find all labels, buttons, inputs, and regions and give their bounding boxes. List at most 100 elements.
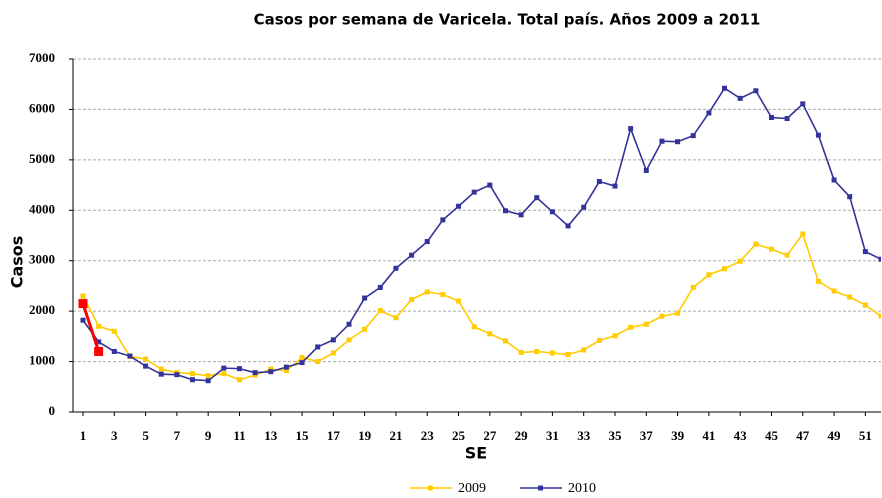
- point: [706, 272, 712, 278]
- point: [78, 299, 88, 309]
- point: [690, 284, 696, 290]
- legend-marker: [428, 485, 433, 491]
- x-tick-label: 31: [546, 428, 559, 443]
- y-tick-label: 0: [49, 403, 56, 418]
- point: [299, 360, 305, 366]
- series-line: [82, 232, 881, 381]
- point: [393, 265, 399, 271]
- point: [330, 350, 336, 356]
- x-tick-label: 41: [702, 428, 715, 443]
- point: [299, 355, 305, 361]
- point: [847, 294, 853, 300]
- point: [96, 323, 102, 329]
- plot-area: [78, 85, 881, 384]
- point: [628, 126, 634, 132]
- y-tick-label: 6000: [29, 100, 55, 115]
- x-tick-label: 1: [80, 428, 87, 443]
- point: [722, 266, 728, 272]
- point: [127, 353, 133, 359]
- point: [174, 372, 180, 378]
- point: [346, 321, 352, 327]
- point: [784, 116, 790, 122]
- point: [659, 313, 665, 319]
- point: [706, 110, 712, 116]
- x-tick-label: 27: [483, 428, 497, 443]
- point: [205, 373, 211, 379]
- series-line: [81, 303, 101, 352]
- x-tick-label: 19: [358, 428, 372, 443]
- point: [236, 366, 242, 372]
- x-tick-label: 13: [264, 428, 278, 443]
- y-tick-label: 4000: [29, 201, 55, 216]
- point: [456, 203, 462, 209]
- point: [236, 377, 242, 383]
- point: [534, 348, 540, 354]
- point: [424, 239, 430, 245]
- point: [330, 337, 336, 343]
- point: [753, 88, 759, 94]
- point: [518, 212, 524, 218]
- point: [362, 295, 368, 301]
- point: [143, 356, 149, 362]
- point: [94, 346, 104, 356]
- x-tick-label: 37: [640, 428, 654, 443]
- x-tick-label: 51: [859, 428, 872, 443]
- point: [190, 371, 196, 377]
- point: [815, 278, 821, 284]
- point: [596, 337, 602, 343]
- point: [143, 363, 149, 369]
- point: [581, 204, 587, 210]
- point: [612, 183, 618, 189]
- point: [768, 246, 774, 252]
- point: [581, 347, 587, 353]
- x-tick-label: 49: [828, 428, 842, 443]
- point: [800, 231, 806, 237]
- x-tick-label: 35: [609, 428, 623, 443]
- point: [80, 293, 86, 299]
- x-tick-label: 29: [515, 428, 529, 443]
- chart-title: Casos por semana de Varicela. Total país…: [254, 11, 761, 29]
- point: [362, 326, 368, 332]
- point: [205, 378, 211, 384]
- point: [722, 85, 728, 91]
- point: [424, 289, 430, 295]
- point: [80, 317, 86, 323]
- point: [753, 241, 759, 247]
- y-tick-label: 2000: [29, 302, 55, 317]
- x-tick-label: 9: [205, 428, 212, 443]
- point: [784, 252, 790, 258]
- point: [268, 366, 274, 372]
- point: [111, 348, 117, 354]
- point: [111, 328, 117, 334]
- y-tick-label: 1000: [29, 353, 55, 368]
- point: [815, 132, 821, 138]
- legend-label: 2010: [568, 481, 596, 496]
- point: [502, 338, 508, 344]
- point: [565, 352, 571, 358]
- point: [409, 252, 415, 258]
- point: [440, 217, 446, 223]
- point: [393, 315, 399, 321]
- x-tick-label: 15: [296, 428, 310, 443]
- grid: [73, 58, 881, 363]
- x-tick-label: 25: [452, 428, 466, 443]
- x-tick-label: 21: [389, 428, 402, 443]
- point: [456, 298, 462, 304]
- point: [690, 133, 696, 139]
- point: [659, 138, 665, 144]
- point: [831, 177, 837, 183]
- x-tick-label: 23: [421, 428, 435, 443]
- point: [221, 365, 227, 371]
- point: [190, 377, 196, 383]
- point: [471, 324, 477, 330]
- point: [252, 370, 258, 376]
- point: [502, 208, 508, 214]
- point: [831, 288, 837, 294]
- point: [283, 368, 289, 374]
- x-tick-label: 3: [111, 428, 118, 443]
- point: [96, 339, 102, 345]
- point: [158, 366, 164, 372]
- point: [643, 321, 649, 327]
